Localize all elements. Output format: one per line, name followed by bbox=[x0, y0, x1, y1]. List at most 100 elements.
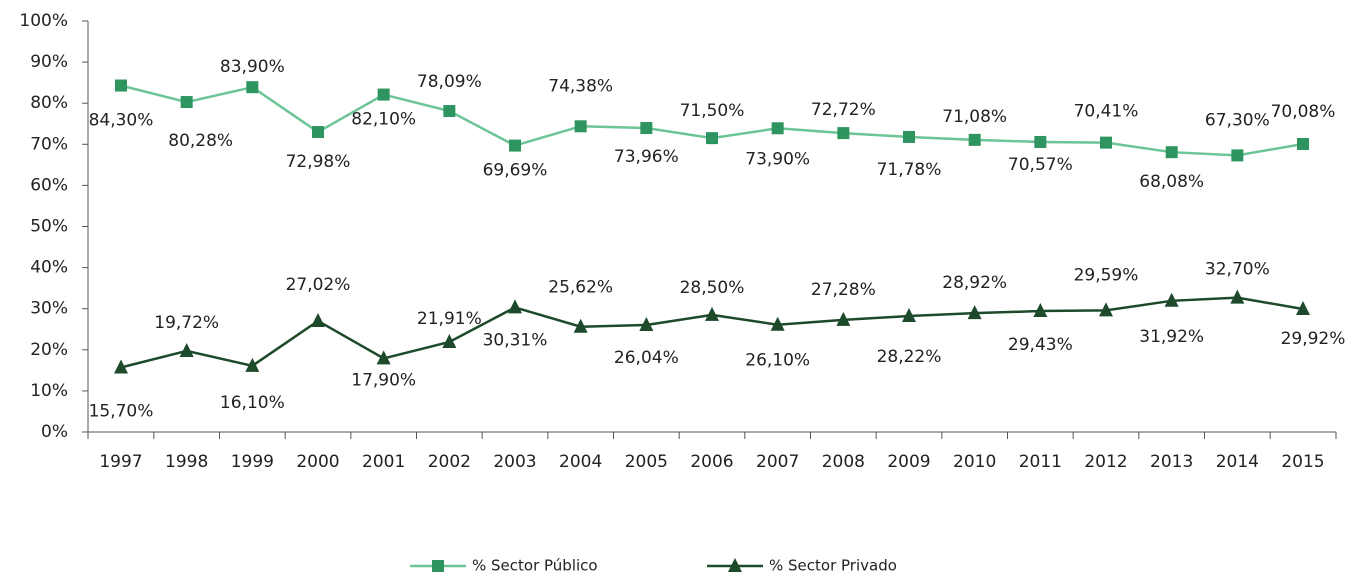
marker bbox=[573, 318, 588, 333]
marker bbox=[1099, 302, 1113, 317]
x-tick-label: 1999 bbox=[231, 452, 274, 472]
data-label: 32,70% bbox=[1205, 260, 1270, 280]
x-tick-label: 1997 bbox=[99, 452, 142, 472]
legend-label: % Sector Público bbox=[472, 557, 598, 575]
legend-label: % Sector Privado bbox=[769, 557, 897, 575]
legend-marker bbox=[728, 558, 742, 572]
data-label: 21,91% bbox=[417, 309, 482, 329]
data-label: 17,90% bbox=[351, 370, 416, 390]
data-label: 67,30% bbox=[1205, 110, 1270, 130]
legend-marker bbox=[432, 560, 444, 572]
x-tick-label: 2003 bbox=[493, 452, 536, 472]
x-tick-label: 2013 bbox=[1150, 452, 1193, 472]
data-label: 71,78% bbox=[877, 160, 942, 180]
data-label: 84,30% bbox=[89, 111, 154, 131]
y-tick-label: 60% bbox=[30, 175, 68, 195]
marker bbox=[837, 127, 850, 140]
x-tick-label: 2010 bbox=[953, 452, 996, 472]
y-tick-label: 100% bbox=[19, 11, 68, 31]
marker bbox=[836, 311, 851, 326]
marker bbox=[705, 306, 719, 321]
x-tick-label: 2004 bbox=[559, 452, 602, 472]
y-tick-label: 30% bbox=[30, 299, 68, 319]
data-label: 29,43% bbox=[1008, 335, 1073, 355]
marker bbox=[968, 133, 981, 146]
data-label: 30,31% bbox=[483, 330, 548, 350]
data-label: 74,38% bbox=[548, 76, 613, 96]
x-tick-label: 2006 bbox=[690, 452, 733, 472]
x-tick-label: 2012 bbox=[1084, 452, 1127, 472]
y-tick-label: 50% bbox=[30, 217, 68, 237]
data-label: 28,50% bbox=[680, 278, 745, 298]
data-label: 15,70% bbox=[89, 401, 154, 421]
y-tick-label: 10% bbox=[30, 381, 68, 401]
x-tick-label: 2015 bbox=[1281, 452, 1324, 472]
y-tick-label: 80% bbox=[30, 93, 68, 113]
data-label: 73,96% bbox=[614, 147, 679, 167]
marker bbox=[967, 305, 982, 320]
marker bbox=[1164, 292, 1179, 307]
marker bbox=[443, 105, 456, 118]
marker bbox=[1297, 137, 1309, 150]
marker bbox=[640, 122, 653, 135]
marker bbox=[179, 342, 194, 357]
marker bbox=[1100, 136, 1112, 149]
marker bbox=[180, 96, 193, 109]
y-tick-label: 0% bbox=[41, 422, 68, 442]
x-tick-label: 2011 bbox=[1019, 452, 1062, 472]
data-label: 19,72% bbox=[154, 313, 219, 333]
x-tick-label: 2009 bbox=[887, 452, 930, 472]
x-tick-label: 2001 bbox=[362, 452, 405, 472]
marker bbox=[1165, 146, 1178, 159]
marker bbox=[902, 308, 916, 323]
data-label: 29,59% bbox=[1074, 265, 1139, 285]
x-tick-label: 2014 bbox=[1216, 452, 1259, 472]
marker bbox=[706, 132, 718, 145]
marker bbox=[509, 139, 521, 152]
marker bbox=[508, 299, 522, 314]
x-tick-label: 2008 bbox=[822, 452, 865, 472]
data-label: 31,92% bbox=[1139, 327, 1204, 347]
data-label: 73,90% bbox=[745, 149, 810, 169]
y-tick-label: 20% bbox=[30, 340, 68, 360]
data-label: 71,50% bbox=[680, 101, 745, 121]
data-label: 70,57% bbox=[1008, 155, 1073, 175]
data-label: 78,09% bbox=[417, 72, 482, 92]
data-label: 83,90% bbox=[220, 57, 285, 77]
marker bbox=[114, 359, 128, 374]
data-label: 27,02% bbox=[286, 275, 351, 295]
marker bbox=[245, 357, 260, 372]
data-label: 25,62% bbox=[548, 278, 613, 298]
marker bbox=[376, 350, 391, 365]
marker bbox=[1296, 301, 1310, 316]
marker bbox=[771, 122, 784, 135]
x-tick-label: 2007 bbox=[756, 452, 799, 472]
data-label: 28,22% bbox=[877, 347, 942, 367]
marker bbox=[115, 79, 127, 92]
y-tick-label: 90% bbox=[30, 52, 68, 72]
data-label: 69,69% bbox=[483, 161, 548, 181]
marker bbox=[442, 333, 457, 348]
marker bbox=[1231, 149, 1244, 162]
marker bbox=[574, 120, 587, 133]
marker bbox=[1230, 289, 1245, 304]
marker bbox=[639, 316, 654, 331]
marker bbox=[1034, 135, 1047, 148]
data-label: 29,92% bbox=[1281, 329, 1346, 349]
data-label: 16,10% bbox=[220, 393, 285, 413]
data-label: 72,72% bbox=[811, 100, 876, 120]
data-label: 68,08% bbox=[1139, 172, 1204, 192]
y-tick-label: 40% bbox=[30, 258, 68, 278]
data-label: 26,04% bbox=[614, 348, 679, 368]
marker bbox=[246, 81, 259, 94]
x-tick-label: 2002 bbox=[428, 452, 471, 472]
marker bbox=[1033, 303, 1048, 318]
x-tick-label: 2000 bbox=[296, 452, 339, 472]
data-label: 70,08% bbox=[1271, 102, 1336, 122]
data-label: 80,28% bbox=[168, 131, 233, 151]
data-label: 28,92% bbox=[942, 273, 1007, 293]
data-label: 27,28% bbox=[811, 280, 876, 300]
marker bbox=[770, 316, 785, 331]
data-label: 72,98% bbox=[286, 152, 351, 172]
